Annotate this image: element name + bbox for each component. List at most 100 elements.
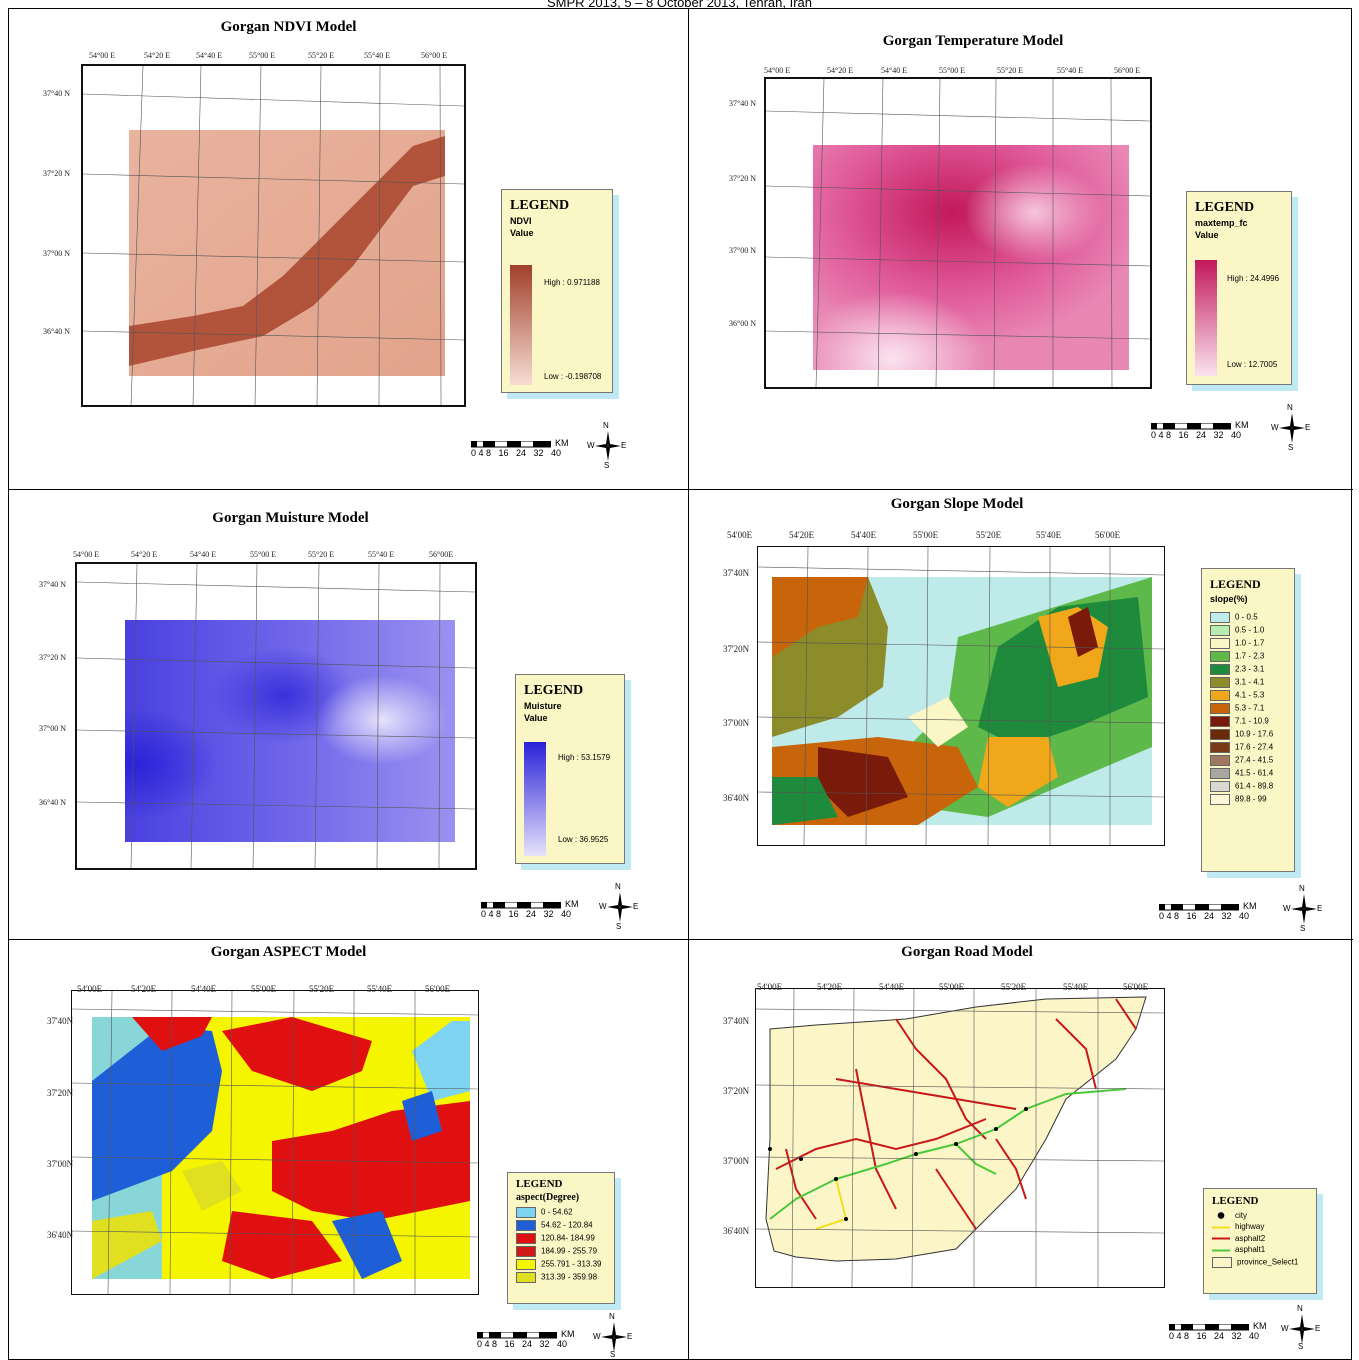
legend-swatch: [1210, 768, 1230, 779]
legend-swatch: [516, 1220, 536, 1231]
legend-swatch: [1210, 638, 1230, 649]
lat-label: 36'40N: [723, 793, 750, 803]
lon-label: 55°40 E: [368, 550, 395, 559]
legend-swatch: [1210, 664, 1230, 675]
legend-label: 10.9 - 17.6: [1235, 729, 1274, 739]
legend-swatch: [1212, 1222, 1230, 1232]
lat-label: 37'20N: [47, 1088, 74, 1098]
legend-title: LEGEND: [1195, 200, 1255, 215]
legend-item: 255.791 - 313.39: [516, 1259, 614, 1270]
scale-bar: KM 0 4 8 16 24 32 40: [477, 1329, 575, 1349]
legend-swatch: [1210, 625, 1230, 636]
temperature-map: [766, 79, 1150, 387]
panel-road: Gorgan Road Model: [689, 940, 1353, 1360]
legend-item: 1.7 - 2.3: [1210, 651, 1294, 662]
legend-item: 184.99 - 255.79: [516, 1246, 614, 1257]
compass-w: W: [1281, 1324, 1289, 1333]
legend-value: Value: [524, 713, 548, 723]
lon-label: 55'40E: [1036, 530, 1062, 540]
legend-swatch: [1210, 716, 1230, 727]
lon-label: 55°00 E: [250, 550, 277, 559]
legend-item: 0 - 0.5: [1210, 612, 1294, 623]
legend-low: Low : 12.7005: [1227, 360, 1278, 369]
legend-label: 0.5 - 1.0: [1235, 625, 1265, 635]
aspect-map: [72, 991, 478, 1294]
legend-item: 0.5 - 1.0: [1210, 625, 1294, 636]
lon-label: 54°40 E: [190, 550, 217, 559]
lat-label: 37°00 N: [43, 249, 70, 258]
scale-bar: KM 0 4 8 16 24 32 40: [1169, 1321, 1267, 1341]
lon-label: 54'00E: [727, 530, 753, 540]
legend-label: 313.39 - 359.98: [541, 1272, 598, 1282]
legend-field: Muisture: [524, 701, 562, 711]
lon-label: 55'00E: [939, 982, 965, 992]
panel-title: Gorgan Slope Model: [890, 496, 1024, 512]
legend-item: 89.8 - 99: [1210, 794, 1294, 805]
scale-bar: KM 0 4 8 16 24 32 40: [481, 899, 579, 919]
legend-item: 3.1 - 4.1: [1210, 677, 1294, 688]
panel-title: Gorgan NDVI Model: [220, 19, 357, 35]
panel-title: Gorgan Temperature Model: [882, 33, 1064, 49]
legend-item: 4.1 - 5.3: [1210, 690, 1294, 701]
legend-item: 61.4 - 89.8: [1210, 781, 1294, 792]
scale-bar: KM 0 4 8 16 24 32 40: [471, 438, 569, 458]
row-divider-2: [9, 939, 1353, 940]
lon-label: 55°00 E: [939, 66, 966, 75]
compass-n: N: [1297, 1304, 1303, 1313]
compass-w: W: [593, 1332, 601, 1341]
legend-label: city: [1235, 1211, 1247, 1220]
compass-e: E: [1315, 1324, 1321, 1333]
legend-swatch: [1212, 1256, 1232, 1268]
lat-label: 37'20N: [723, 644, 750, 654]
lat-label: 37'00N: [723, 1156, 750, 1166]
legend-title: LEGEND: [510, 198, 570, 213]
legend-label: 184.99 - 255.79: [541, 1246, 598, 1256]
north-arrow: N W E S: [1271, 403, 1311, 452]
legend-title: LEGEND: [1212, 1195, 1259, 1207]
legend: LEGEND NDVI Value High : 0.971188 Low : …: [501, 189, 613, 393]
lon-label: 54'00E: [757, 982, 783, 992]
legend: LEGEND Muisture Value High : 53.1579 Low…: [515, 674, 625, 864]
lon-label: 56°00 E: [1114, 66, 1141, 75]
color-ramp: [524, 742, 546, 856]
lat-label: 36'40N: [723, 1226, 750, 1236]
lon-label: 54'20E: [131, 984, 157, 994]
compass-e: E: [1305, 423, 1311, 432]
lon-label: 55'00E: [913, 530, 939, 540]
legend: LEGEND city highway asphalt2 asphalt1 provin…: [1203, 1188, 1317, 1294]
lat-label: 36'40N: [47, 1230, 74, 1240]
lon-label: 54'40E: [851, 530, 877, 540]
color-ramp: [1195, 260, 1217, 376]
legend-swatch: [1210, 742, 1230, 753]
color-ramp: [510, 265, 532, 385]
legend-label: 1.7 - 2.3: [1235, 651, 1265, 661]
legend-swatch: [1212, 1245, 1230, 1255]
legend-swatch: [1210, 781, 1230, 792]
legend-swatch: [516, 1272, 536, 1283]
map-frame: [81, 64, 466, 407]
scale-ticks: 0 4 8 16 24 32 40: [477, 1339, 568, 1349]
compass-w: W: [1283, 904, 1291, 913]
lat-label: 37°20 N: [43, 169, 70, 178]
legend-item: 7.1 - 10.9: [1210, 716, 1294, 727]
legend-swatch: [516, 1246, 536, 1257]
lon-label: 55'20E: [976, 530, 1002, 540]
lon-label: 54°40 E: [881, 66, 908, 75]
compass-n: N: [1299, 884, 1305, 893]
north-arrow: N W E S: [1283, 884, 1323, 933]
compass-w: W: [587, 441, 595, 450]
lon-label: 54°40 E: [196, 51, 223, 60]
legend-value: Value: [510, 228, 534, 238]
panel-moisture: Gorgan Muisture Model: [9, 490, 688, 939]
lon-label: 54'20E: [789, 530, 815, 540]
legend-value: Value: [1195, 230, 1219, 240]
legend-swatch: [1210, 651, 1230, 662]
legend-item: 120.84- 184.99: [516, 1233, 614, 1244]
panel-temperature: Gorgan Temperature Model: [689, 9, 1353, 489]
legend-item: 27.4 - 41.5: [1210, 755, 1294, 766]
legend-item: asphalt2: [1212, 1234, 1316, 1244]
panel-title: Gorgan ASPECT Model: [210, 944, 367, 960]
legend-label: 255.791 - 313.39: [541, 1259, 602, 1269]
legend-swatch: [1210, 755, 1230, 766]
legend-label: 61.4 - 89.8: [1235, 781, 1274, 791]
